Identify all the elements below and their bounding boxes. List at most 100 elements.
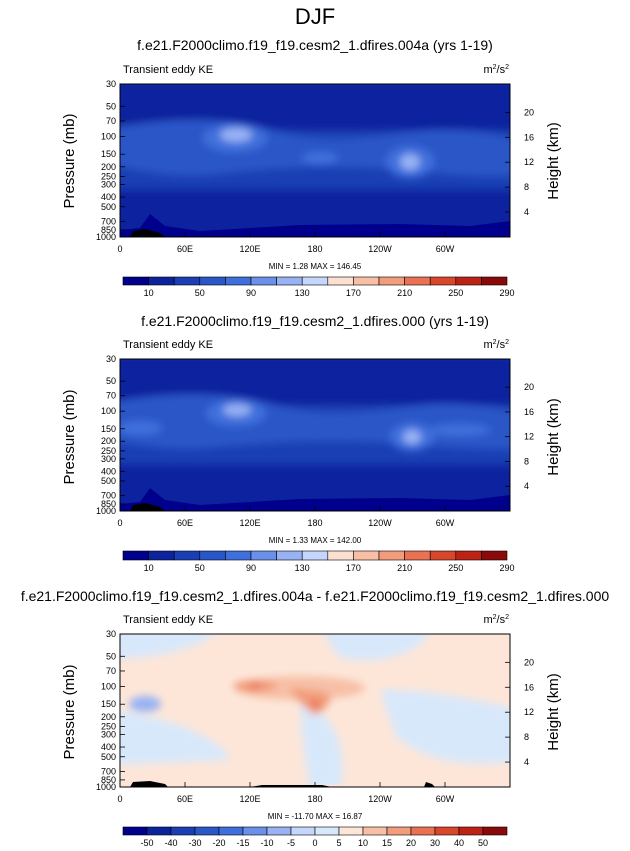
panel-2-left-label: Transient eddy KE <box>123 339 213 351</box>
panel-1-xtick-label: 60W <box>436 244 455 254</box>
panel-2-height-tick-label: 12 <box>524 432 534 442</box>
panel-3-left-label: Transient eddy KE <box>123 614 213 626</box>
panel-3-ytick-label: 70 <box>106 666 116 676</box>
panel-2-west-max <box>120 421 162 435</box>
panel-1-colorbar-box <box>455 276 482 286</box>
panel-1-ytick-label: 700 <box>101 216 116 226</box>
panel-3-ytick-label: 500 <box>101 752 116 762</box>
panel-3-neg-region-4 <box>120 711 230 765</box>
panel-3-colorbar-label: 15 <box>382 838 392 848</box>
panel-3-colorbar-label: 20 <box>406 838 416 848</box>
panel-2-colorbar-label: 50 <box>195 563 205 573</box>
panel-1-left-label: Transient eddy KE <box>123 64 213 76</box>
panel-2-colorbar-label: 170 <box>346 563 361 573</box>
panel-2-xtick-label: 180 <box>307 518 322 528</box>
panel-1-topography <box>130 229 165 237</box>
panel-2-y2label: Height (km) <box>545 398 562 476</box>
panel-1-west-band <box>138 141 182 155</box>
panel-1-xtick-label: 180 <box>307 244 322 254</box>
panel-1-colorbar-label: 250 <box>448 288 463 298</box>
panel-1-ytick-label: 250 <box>101 172 116 182</box>
panel-2-colorbar-box <box>429 550 457 561</box>
panel-2-xtick-label: 120E <box>239 518 260 528</box>
panel-1-height-tick-label: 16 <box>524 132 534 142</box>
panel-3-pos-peak <box>310 700 320 708</box>
panel-1-colorbar-label: 170 <box>346 288 361 298</box>
panel-3-colorbar-label: -15 <box>236 838 249 848</box>
panel-3-ytick-label: 1000 <box>96 782 116 792</box>
panel-2-colorbar-label: 130 <box>295 563 310 573</box>
panel-3-title: f.e21.F2000climo.f19_f19.cesm2_1.dfires.… <box>20 588 610 604</box>
panel-3-neg-region-2 <box>322 634 428 661</box>
panel-3-colorbar-box <box>458 826 484 836</box>
panel-1-field <box>120 84 510 237</box>
panel-2-ylabel: Pressure (mb) <box>61 389 78 484</box>
panel-3-neg-min <box>129 696 161 712</box>
panel-1-ytick-label: 400 <box>101 192 116 202</box>
panel-1-pacific-max <box>400 154 420 170</box>
panel-1-xtick-label: 60E <box>177 244 193 254</box>
panel-1-ylabel: Pressure (mb) <box>61 113 78 208</box>
panel-3-ytick-label: 400 <box>101 742 116 752</box>
panel-2-xtick-label: 0 <box>117 518 122 528</box>
panel-3-topography-3 <box>424 782 435 787</box>
panel-3-colorbar-box <box>362 826 388 836</box>
panel-2-height-tick-label: 16 <box>524 407 534 417</box>
panel-1-colorbar-box <box>327 276 354 286</box>
panel-2-topography <box>130 503 165 511</box>
panel-3-colorbar-label: -5 <box>287 838 295 848</box>
panel-3-ytick-label: 700 <box>101 766 116 776</box>
panel-1-xtick-label: 120E <box>239 244 260 254</box>
panel-1-colorbar-box <box>173 276 201 286</box>
panel-1-stats: MIN = 1.28 MAX = 146.45 <box>269 262 362 271</box>
panel-2-colorbar-box <box>378 550 405 561</box>
panel-3-colorbar-box <box>194 826 220 836</box>
panel-1-jet-core <box>220 128 252 142</box>
panel-1-colorbar-box <box>481 276 508 286</box>
panel-2-east-band <box>430 424 490 436</box>
panel-1-colorbar-box <box>301 276 329 286</box>
panel-1-ytick-label: 50 <box>106 101 116 111</box>
panel-1-height-tick-label: 4 <box>524 207 529 217</box>
panel-3-ytick-label: 100 <box>101 682 116 692</box>
panel-2-colorbar-box <box>250 550 277 561</box>
panel-3-ytick-label: 200 <box>101 712 116 722</box>
panel-2-colorbar-box <box>225 550 252 561</box>
panel-3-pos-peak-west <box>248 683 262 689</box>
panel-3-ytick-label: 150 <box>101 699 116 709</box>
panel-2-colorbar-label: 210 <box>397 563 412 573</box>
panel-1-ytick-label: 1000 <box>96 232 116 242</box>
page-title: DJF <box>294 4 336 29</box>
panel-2-ytick-label: 70 <box>106 391 116 401</box>
panel-2: Transient eddy KE m2/s2 3050701001502002… <box>61 339 562 573</box>
panel-3-ytick-label: 30 <box>106 629 116 639</box>
panel-2-height-tick-label: 8 <box>524 456 529 466</box>
panel-3-height-tick-label: 20 <box>524 657 534 667</box>
panel-2-colorbar-label: 290 <box>499 563 514 573</box>
panel-1-height-tick-label: 8 <box>524 182 529 192</box>
panel-3-colorbar-label: 10 <box>358 838 368 848</box>
panel-1-colorbar-label: 290 <box>499 288 514 298</box>
panel-2-ytick-label: 400 <box>101 466 116 476</box>
panel-3-height-tick-label: 8 <box>524 732 529 742</box>
panel-2-colorbar-label: 250 <box>448 563 463 573</box>
panel-2-height-tick-label: 4 <box>524 481 529 491</box>
panel-2-colorbar-box <box>327 550 354 561</box>
panel-2-ytick-label: 1000 <box>96 506 116 516</box>
panel-1-ytick-label: 150 <box>101 149 116 159</box>
panel-1-ytick-label: 30 <box>106 79 116 89</box>
panel-3-height-tick-label: 16 <box>524 682 534 692</box>
panel-1-height-tick-label: 12 <box>524 157 534 167</box>
panel-2-height-tick-label: 20 <box>524 382 534 392</box>
panel-3-xtick-label: 120W <box>368 794 392 804</box>
panel-3-colorbar-box <box>386 826 412 836</box>
panel-3-y2label: Height (km) <box>545 673 562 751</box>
panel-3-colorbar-box <box>338 826 364 836</box>
panel-2-ytick-label: 100 <box>101 406 116 416</box>
panel-3-ytick-label: 250 <box>101 722 116 732</box>
panel-3-colorbar-label: -40 <box>164 838 177 848</box>
panel-2-title: f.e21.F2000climo.f19_f19.cesm2_1.dfires.… <box>141 313 489 329</box>
panel-3-xtick-label: 180 <box>307 794 322 804</box>
panel-2-surface <box>120 488 510 511</box>
panel-3-ytick-label: 50 <box>106 651 116 661</box>
